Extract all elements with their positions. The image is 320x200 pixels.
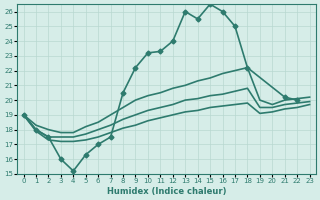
X-axis label: Humidex (Indice chaleur): Humidex (Indice chaleur)	[107, 187, 226, 196]
